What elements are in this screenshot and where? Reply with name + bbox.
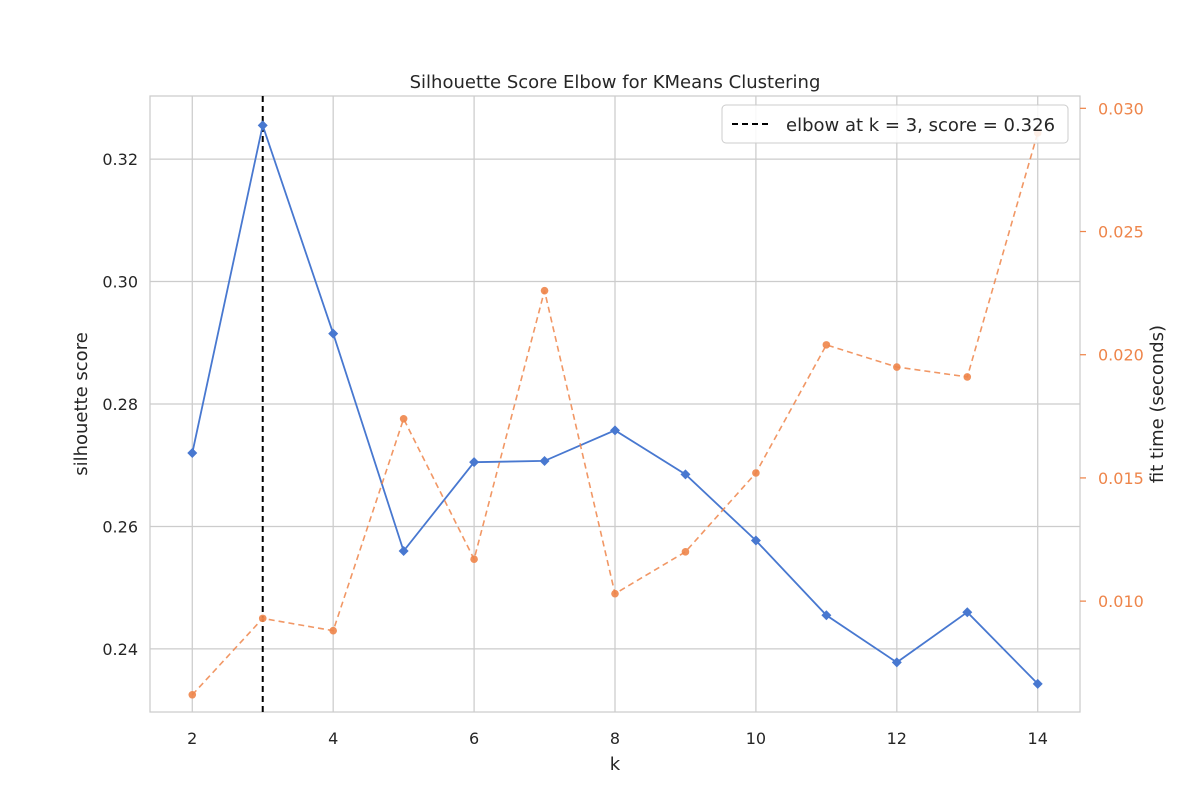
y2-axis-label: fit time (seconds)	[1147, 325, 1168, 483]
x-tick-label: 10	[746, 729, 766, 748]
y-tick-label: 0.32	[102, 150, 138, 169]
x-tick-label: 8	[610, 729, 620, 748]
silhouette-point	[821, 610, 832, 621]
legend-box	[721, 104, 1069, 144]
y2-tick-label: 0.020	[1098, 346, 1144, 365]
x-tick-label: 14	[1028, 729, 1048, 748]
fit-time-point	[258, 614, 267, 623]
silhouette-point	[680, 469, 691, 480]
fit-time-point	[399, 414, 408, 423]
silhouette-point	[469, 457, 480, 468]
silhouette-point	[750, 535, 761, 546]
silhouette-point	[1032, 678, 1043, 689]
fit-time-point	[822, 341, 831, 349]
plot-frame	[149, 95, 1081, 713]
y-axis-label: silhouette score	[71, 332, 92, 476]
silhouette-point	[257, 120, 268, 131]
y-tick-label: 0.24	[102, 640, 138, 659]
silhouette-point	[610, 425, 620, 436]
silhouette-point	[891, 657, 902, 668]
fit-time-point	[752, 469, 760, 477]
series-group	[187, 120, 1043, 699]
y2-tick-label: 0.015	[1098, 469, 1144, 488]
legend-label: elbow at k = 3, score = 0.326	[786, 115, 1055, 136]
fit-time-point	[963, 373, 972, 381]
silhouette-point	[539, 455, 550, 466]
x-tick-label: 4	[328, 729, 338, 748]
x-tick-label: 12	[887, 729, 907, 748]
x-axis-label: k	[610, 754, 621, 775]
x-tick-label: 2	[187, 729, 197, 748]
legend: elbow at k = 3, score = 0.326	[721, 104, 1069, 144]
silhouette-point	[328, 328, 339, 339]
fit-time-point	[611, 589, 619, 598]
y-tick-label: 0.28	[102, 395, 138, 414]
y-tick-label: 0.30	[102, 273, 138, 292]
y2-tick-label: 0.025	[1098, 223, 1144, 242]
fit-time-point	[893, 363, 901, 371]
fit-time-point	[681, 548, 690, 556]
fit-time-point	[329, 626, 337, 635]
fit-time-point	[540, 286, 549, 295]
grid	[150, 96, 1080, 712]
fit-time-point	[188, 690, 197, 699]
ticks: 2 4 6 8 10 12 14 0.24 0.26 0.28 0.30 0.32 0.010 0.015…	[102, 99, 1143, 748]
x-tick-label: 6	[469, 729, 479, 748]
silhouette-point	[962, 607, 973, 618]
y2-tick-label: 0.030	[1098, 99, 1144, 118]
fit-time-point	[470, 555, 478, 564]
silhouette-point	[187, 447, 198, 458]
silhouette-point	[398, 545, 409, 556]
y2-tick-label: 0.010	[1098, 592, 1144, 611]
y-tick-label: 0.26	[102, 517, 138, 536]
chart-title: Silhouette Score Elbow for KMeans Cluste…	[410, 72, 821, 93]
